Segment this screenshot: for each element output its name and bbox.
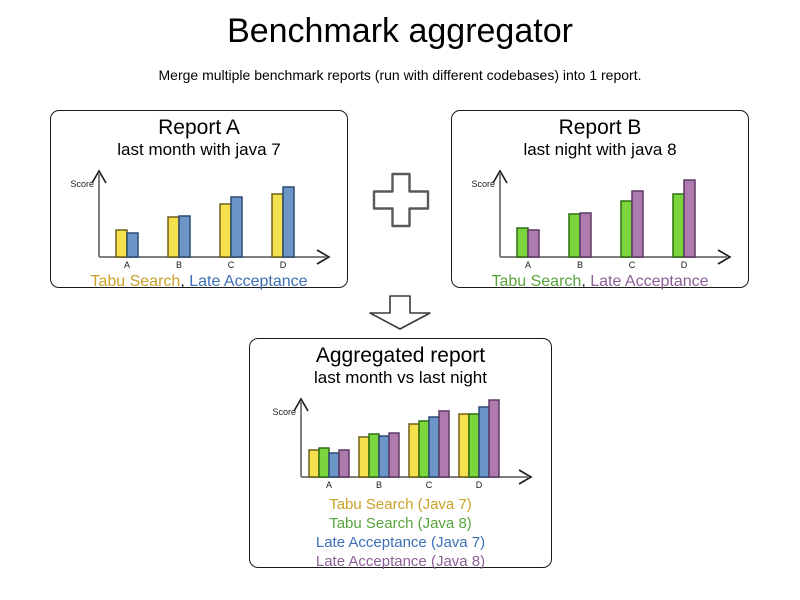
bar-B-series-1 xyxy=(178,214,191,258)
bar-A-series-2 xyxy=(327,451,340,478)
bar-C-series-0 xyxy=(219,202,232,258)
legend-tabu-search-java7-label: Tabu Search (Java 7) xyxy=(329,495,472,513)
bar-C-series-1 xyxy=(417,419,430,478)
x-tick-label-A: A xyxy=(325,480,331,490)
bar-C-series-0 xyxy=(407,422,420,478)
bar-D-series-1 xyxy=(282,185,295,258)
x-tick-label-B: B xyxy=(176,260,182,270)
report-a-title: Report A xyxy=(158,116,240,139)
bar-A-series-0 xyxy=(516,226,529,258)
bar-A-series-3 xyxy=(337,448,350,478)
report-a-subtitle: last month with java 7 xyxy=(117,140,281,160)
down-arrow-icon xyxy=(368,295,432,336)
bar-C-series-2 xyxy=(427,415,440,478)
x-tick-label-C: C xyxy=(425,480,432,490)
x-axis-arrowhead xyxy=(316,248,331,265)
x-tick-label-C: C xyxy=(629,260,636,270)
report-b-bar-chart: Score A B C D xyxy=(471,168,732,270)
legend-tabu-search-java8-label: Tabu Search (Java 8) xyxy=(329,514,472,532)
bar-A-series-0 xyxy=(115,228,128,258)
report-b-title: Report B xyxy=(558,116,642,139)
aggregated-bar-chart: Score A B C D xyxy=(272,396,533,490)
legend-late-acceptance-java7: Late Acceptance xyxy=(189,272,308,290)
bar-B-series-1 xyxy=(579,211,592,258)
report-b-card: Report B last night with java 8 Score A B C… xyxy=(451,110,749,291)
legend-tabu-search-java8: Tabu Search xyxy=(491,272,582,290)
legend-tabu-search-java7: Tabu Search xyxy=(90,272,181,290)
legend-line-late-acceptance-java7: Late Acceptance (Java 7) xyxy=(250,533,551,552)
x-axis-arrowhead xyxy=(518,468,533,485)
y-axis-label: Score xyxy=(272,407,296,417)
bar-D-series-2 xyxy=(477,405,490,478)
legend-late-acceptance-java8-label: Late Acceptance (Java 8) xyxy=(315,552,486,570)
legend-late-acceptance-java7-label: Late Acceptance (Java 7) xyxy=(315,533,486,551)
legend-line-late-acceptance-java8: Late Acceptance (Java 8) xyxy=(250,552,551,571)
bar-D-series-1 xyxy=(683,178,696,258)
x-axis-arrowhead xyxy=(717,248,732,265)
bar-A-series-1 xyxy=(317,446,330,478)
report-a-legend: Tabu Search, Late Acceptance xyxy=(51,273,347,291)
x-tick-label-D: D xyxy=(280,260,287,270)
bar-B-series-2 xyxy=(377,434,390,478)
aggregated-report-subtitle: last month vs last night xyxy=(314,368,487,388)
bar-D-series-1 xyxy=(467,412,480,478)
report-a-card: Report A last month with java 7 Score A B C… xyxy=(50,110,348,291)
bar-B-series-1 xyxy=(367,432,380,478)
legend-late-acceptance-java8: Late Acceptance xyxy=(590,272,709,290)
report-b-legend: Tabu Search, Late Acceptance xyxy=(452,273,748,291)
x-tick-label-D: D xyxy=(681,260,688,270)
x-tick-label-B: B xyxy=(375,480,381,490)
report-b-subtitle: last night with java 8 xyxy=(523,140,677,160)
bar-D-series-0 xyxy=(672,192,685,258)
aggregated-report-title: Aggregated report xyxy=(315,344,486,367)
y-axis-arrowhead xyxy=(492,168,508,183)
aggregated-report-card: Aggregated report last month vs last nig… xyxy=(249,338,552,571)
bar-C-series-0 xyxy=(620,199,633,258)
bar-D-series-0 xyxy=(271,192,284,258)
y-axis-label: Score xyxy=(471,179,495,189)
legend-separator: , xyxy=(180,272,190,290)
y-axis-label: Score xyxy=(70,179,94,189)
page-title: Benchmark aggregator xyxy=(227,12,573,50)
x-tick-label-C: C xyxy=(228,260,235,270)
bar-A-series-1 xyxy=(126,231,139,258)
x-tick-label-B: B xyxy=(577,260,583,270)
report-a-bar-chart: Score A B C D xyxy=(70,168,331,270)
bar-A-series-0 xyxy=(307,448,320,478)
bar-B-series-0 xyxy=(167,215,180,258)
x-tick-label-A: A xyxy=(124,260,130,270)
bar-C-series-1 xyxy=(631,189,644,258)
legend-separator: , xyxy=(581,272,591,290)
bar-B-series-0 xyxy=(357,435,370,478)
x-tick-label-D: D xyxy=(475,480,482,490)
plus-icon xyxy=(372,172,430,233)
x-tick-label-A: A xyxy=(525,260,531,270)
bar-B-series-0 xyxy=(568,212,581,258)
bar-B-series-3 xyxy=(387,431,400,478)
aggregated-legend: Tabu Search (Java 7) Tabu Search (Java 8… xyxy=(250,495,551,571)
legend-line-tabu-search-java7: Tabu Search (Java 7) xyxy=(250,495,551,514)
y-axis-arrowhead xyxy=(91,168,107,183)
bar-C-series-3 xyxy=(437,409,450,478)
legend-line-tabu-search-java8: Tabu Search (Java 8) xyxy=(250,514,551,533)
bar-C-series-1 xyxy=(230,195,243,258)
bar-D-series-3 xyxy=(487,398,500,478)
bar-D-series-0 xyxy=(457,412,470,478)
page-subtitle: Merge multiple benchmark reports (run wi… xyxy=(158,67,642,83)
y-axis-arrowhead xyxy=(292,396,309,411)
bar-A-series-1 xyxy=(527,228,540,258)
